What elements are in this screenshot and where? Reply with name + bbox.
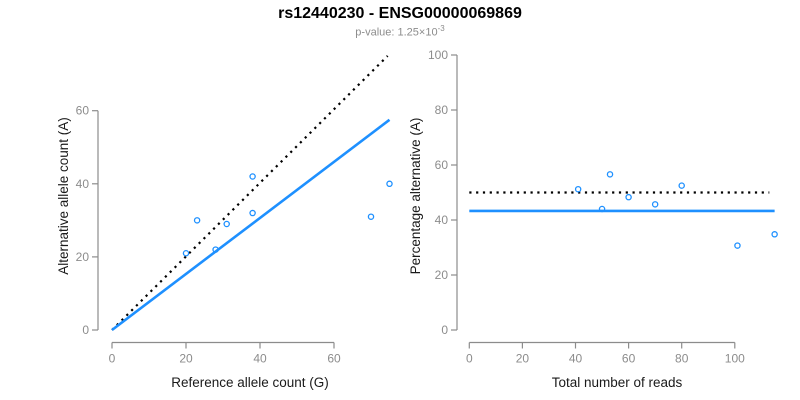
x-tick-label: 0 <box>466 352 473 366</box>
y-tick-label: 0 <box>441 323 448 337</box>
x-tick-label: 40 <box>569 352 583 366</box>
data-point <box>678 182 685 189</box>
y-axis-title: Alternative allele count (A) <box>56 117 71 275</box>
x-tick-label: 80 <box>675 352 689 366</box>
y-tick-label: 100 <box>428 48 448 62</box>
data-point <box>574 185 582 193</box>
data-point <box>223 220 230 228</box>
data-point <box>606 171 614 178</box>
data-point <box>625 193 632 201</box>
x-tick-label: 40 <box>253 352 267 366</box>
data-point <box>598 205 606 213</box>
p-value-exponent: -3 <box>437 24 445 33</box>
y-tick-label: 20 <box>76 250 90 264</box>
x-tick-label: 60 <box>327 352 341 366</box>
x-axis-title: Total number of reads <box>552 375 683 390</box>
fit-line <box>111 118 391 332</box>
y-tick-label: 40 <box>435 213 449 227</box>
page-subtitle: p-value: 1.25×10-3 <box>0 24 800 39</box>
p-value-text: p-value: 1.25×10 <box>355 26 438 39</box>
x-tick-label: 0 <box>109 352 116 366</box>
y-tick-label: 0 <box>82 323 89 337</box>
data-point <box>249 173 256 180</box>
x-tick-label: 20 <box>516 352 530 366</box>
y-tick-label: 80 <box>435 103 449 117</box>
y-tick-label: 40 <box>76 177 90 191</box>
y-tick-label: 60 <box>76 104 90 118</box>
page-title: rs12440230 - ENSG00000069869 <box>278 5 522 22</box>
x-tick-label: 100 <box>725 352 745 366</box>
x-axis-title: Reference allele count (G) <box>171 375 329 390</box>
data-point <box>734 242 741 249</box>
data-point <box>771 231 778 238</box>
x-tick-label: 20 <box>179 352 193 366</box>
y-tick-label: 20 <box>435 268 449 282</box>
data-point <box>193 217 201 224</box>
y-axis-title: Percentage alternative (A) <box>408 118 423 275</box>
data-point <box>249 209 256 217</box>
identity-line <box>111 55 389 331</box>
data-point <box>212 246 219 253</box>
data-point <box>651 201 659 208</box>
data-point <box>182 249 190 257</box>
left-plot: 0 20 40 60 0 20 40 60 Reference allele count (G)… <box>56 55 393 390</box>
data-point <box>367 213 375 220</box>
x-tick-label: 60 <box>622 352 636 366</box>
right-plot: 0 20 40 60 80 100 0 20 40 60 80 100 Total number of … <box>408 48 778 390</box>
y-tick-label: 60 <box>435 158 449 172</box>
data-point <box>386 180 393 188</box>
